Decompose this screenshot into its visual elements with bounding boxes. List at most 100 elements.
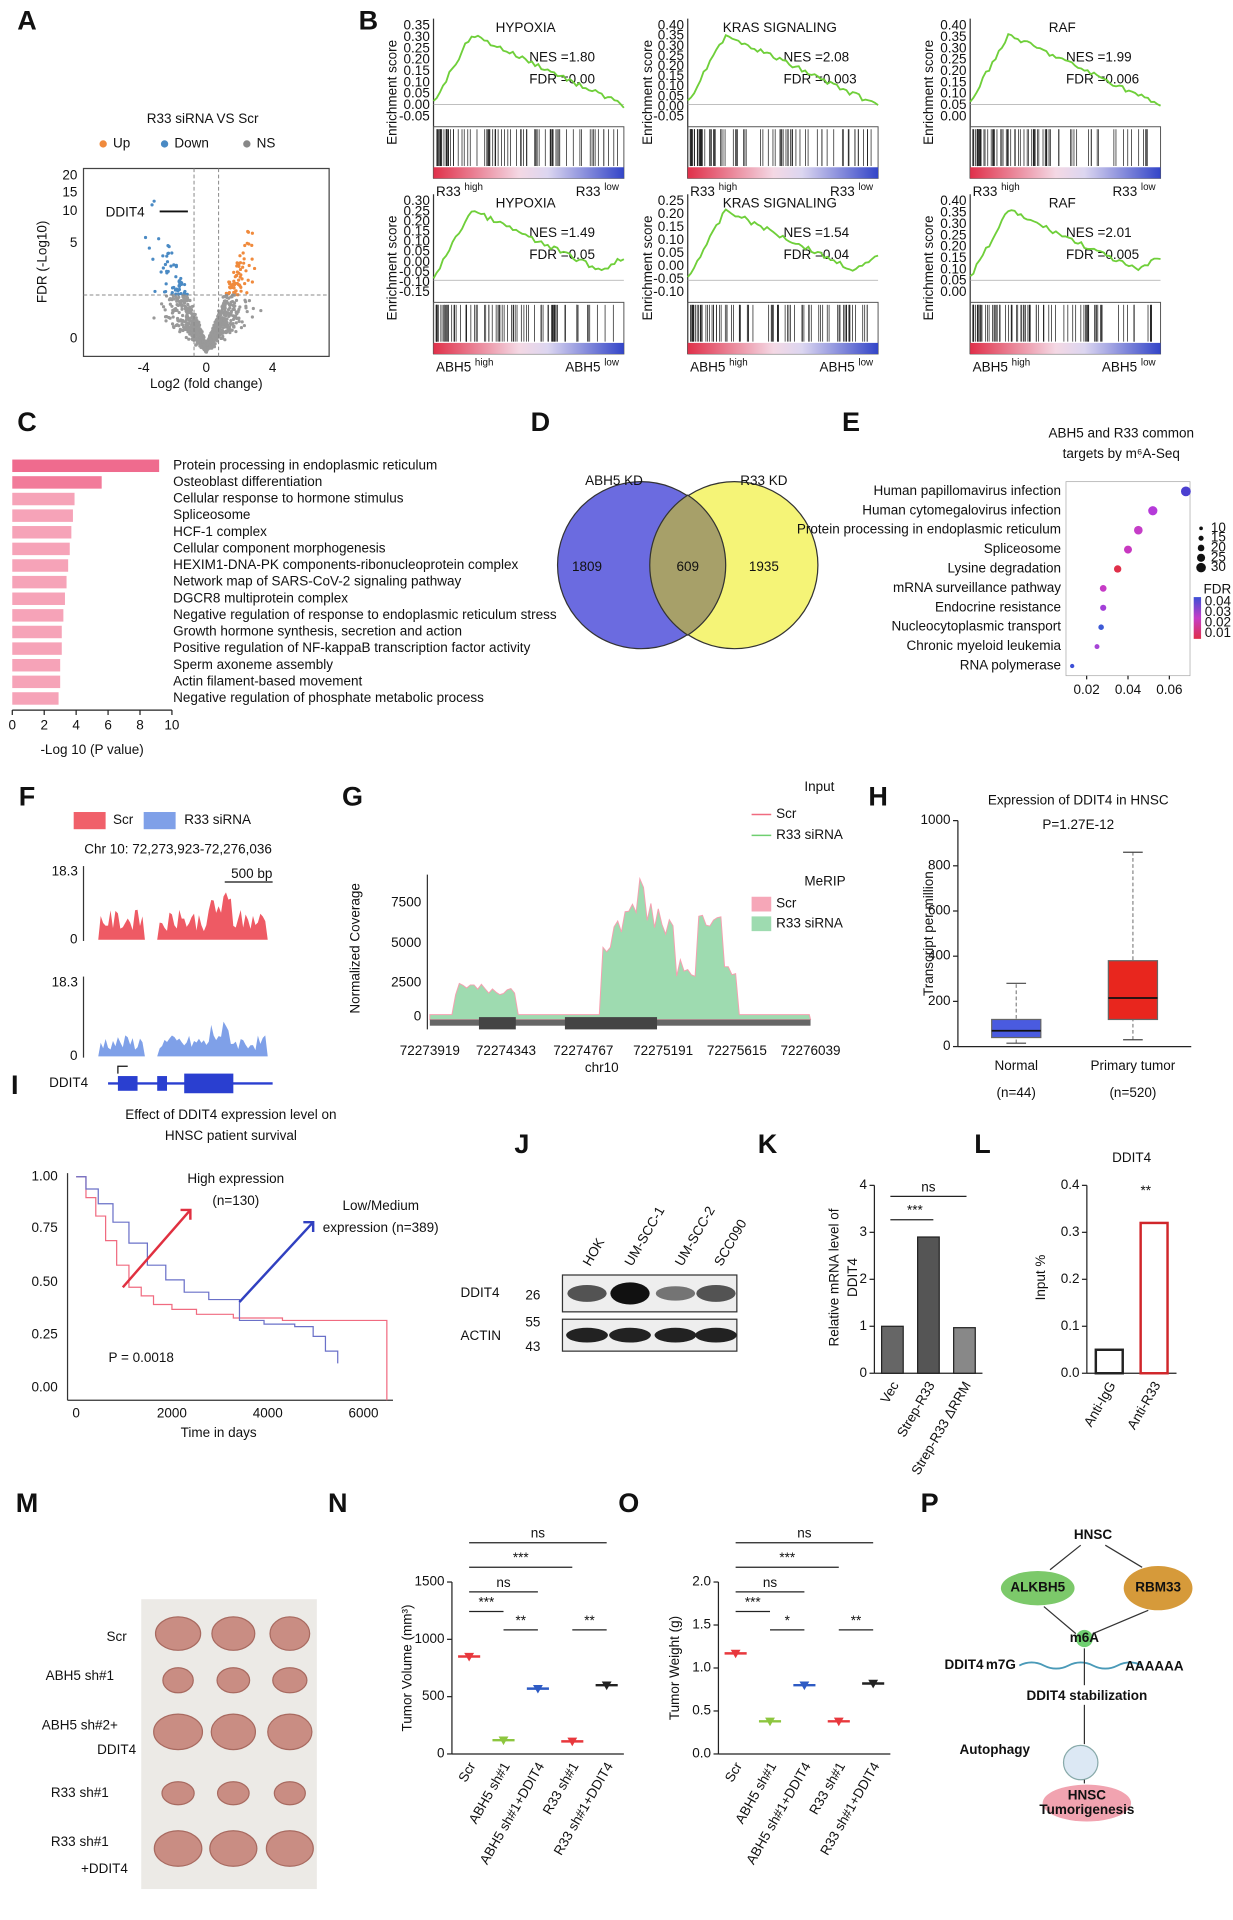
legend-dot — [243, 140, 251, 148]
annotation: * — [785, 1613, 791, 1628]
annotation: *** — [907, 1203, 924, 1218]
y-tick-label: 0.25 — [940, 52, 966, 67]
volcano-point — [171, 325, 176, 329]
volcano-point — [259, 308, 263, 313]
dot — [1124, 545, 1132, 554]
high-label: high — [475, 357, 494, 368]
volcano-point — [169, 264, 173, 268]
category-label: Cellular response to hormone stimulus — [173, 491, 404, 506]
volcano-point — [241, 265, 245, 269]
y-tick-label: 0 — [414, 1009, 422, 1024]
volcano-point — [246, 230, 251, 234]
annotation: *** — [779, 1550, 796, 1565]
y-tick-label: 0.10 — [404, 234, 430, 249]
band — [695, 1327, 737, 1343]
volcano-point — [240, 320, 244, 324]
x-tick-label: 0.02 — [1074, 682, 1100, 697]
y-tick-label: 3 — [860, 1224, 868, 1239]
volcano-point — [243, 243, 247, 248]
group-label: ABH5 high — [436, 357, 494, 374]
x-tick-label: 4000 — [253, 1405, 283, 1420]
category-label: Negative regulation of phosphate metabol… — [173, 690, 484, 705]
tumor — [273, 1781, 306, 1806]
panel-label: P — [921, 1488, 939, 1518]
volcano-point — [236, 282, 240, 287]
bar — [1139, 1221, 1169, 1375]
x-tick-label: Normal — [994, 1058, 1038, 1073]
x-tick-label: 2 — [40, 718, 48, 733]
volcano-point — [238, 254, 242, 258]
mean-marker — [730, 1649, 741, 1659]
x-tick-label: Primary tumor — [1091, 1058, 1176, 1073]
panel-label: D — [531, 407, 551, 437]
bar — [12, 459, 160, 473]
volcano-point — [251, 306, 255, 311]
y-tick-label: 0.25 — [658, 48, 684, 63]
gene-name: ABH5 — [436, 359, 471, 374]
gene-name: ABH5 — [1102, 359, 1137, 374]
gsea-title: HYPOXIA — [496, 196, 556, 211]
row-label: Scr — [107, 1629, 128, 1644]
volcano-point — [186, 302, 190, 307]
enrichment-curve — [969, 209, 1161, 277]
volcano-point — [200, 330, 204, 334]
volcano-point — [225, 321, 229, 325]
volcano-point — [177, 279, 182, 283]
group-label: ABH5 low — [1102, 357, 1157, 374]
y-tick-label: 0.15 — [940, 74, 966, 89]
volcano-point — [184, 323, 188, 327]
set-label: R33 KD — [740, 473, 788, 488]
tumor — [162, 1667, 194, 1694]
node-label: AAAAAA — [1125, 1658, 1184, 1673]
enrichment-curve — [969, 33, 1161, 107]
x-axis-label: Log2 (fold change) — [150, 376, 263, 391]
panel-label: M — [16, 1488, 39, 1518]
category-label: Sperm axoneme assembly — [173, 657, 333, 672]
node-label: m6A — [1070, 1630, 1100, 1645]
high-label: high — [729, 357, 748, 368]
category-label: Actin filament-based movement — [173, 673, 362, 688]
mean-marker — [498, 1736, 509, 1746]
volcano-point — [210, 331, 214, 336]
bar — [12, 609, 64, 622]
bar — [12, 509, 73, 522]
tumor — [269, 1616, 311, 1651]
volcano-point — [223, 338, 227, 342]
size-key — [1197, 553, 1206, 562]
volcano-point — [183, 304, 187, 308]
volcano-point — [222, 317, 226, 321]
band — [696, 1284, 736, 1302]
venn-count: 1935 — [749, 559, 779, 574]
y-axis-label: Enrichment score — [385, 40, 400, 145]
x-tick-label: 72274767 — [553, 1043, 613, 1058]
y-axis-label: Enrichment score — [640, 40, 655, 145]
fdr-label: FDR =0.005 — [1066, 247, 1139, 262]
volcano-point — [229, 311, 233, 315]
bar — [12, 592, 65, 605]
annotation: Low/Medium — [342, 1198, 419, 1213]
group-label: R33 high — [973, 182, 1020, 199]
volcano-point — [180, 304, 184, 309]
exon — [478, 1017, 516, 1030]
x-tick-label: ABH5 sh#1+DDIT4 — [743, 1759, 814, 1867]
x-tick-label: Vec — [878, 1379, 902, 1406]
node-shape — [1062, 1744, 1099, 1781]
x-tick-label: 0 — [72, 1405, 80, 1420]
volcano-point — [243, 281, 247, 286]
bar — [12, 476, 102, 489]
gsea-title: RAF — [1049, 20, 1076, 35]
x-tick-label: 72275615 — [707, 1043, 767, 1058]
bar — [12, 658, 61, 672]
volcano-point — [231, 317, 236, 322]
mean-marker — [868, 1679, 879, 1689]
bar — [12, 526, 72, 539]
y-tick-label: 0.25 — [404, 203, 430, 218]
y-tick-label: 1.5 — [692, 1617, 711, 1632]
group-label: ABH5 high — [690, 357, 748, 374]
n-label: (n=520) — [1109, 1085, 1156, 1100]
category-label: Network map of SARS-CoV-2 signaling path… — [173, 574, 461, 589]
volcano-point — [219, 336, 223, 340]
row-label: ABH5 sh#1 — [46, 1668, 114, 1683]
coverage-area — [429, 876, 812, 1021]
volcano-point — [188, 316, 193, 320]
